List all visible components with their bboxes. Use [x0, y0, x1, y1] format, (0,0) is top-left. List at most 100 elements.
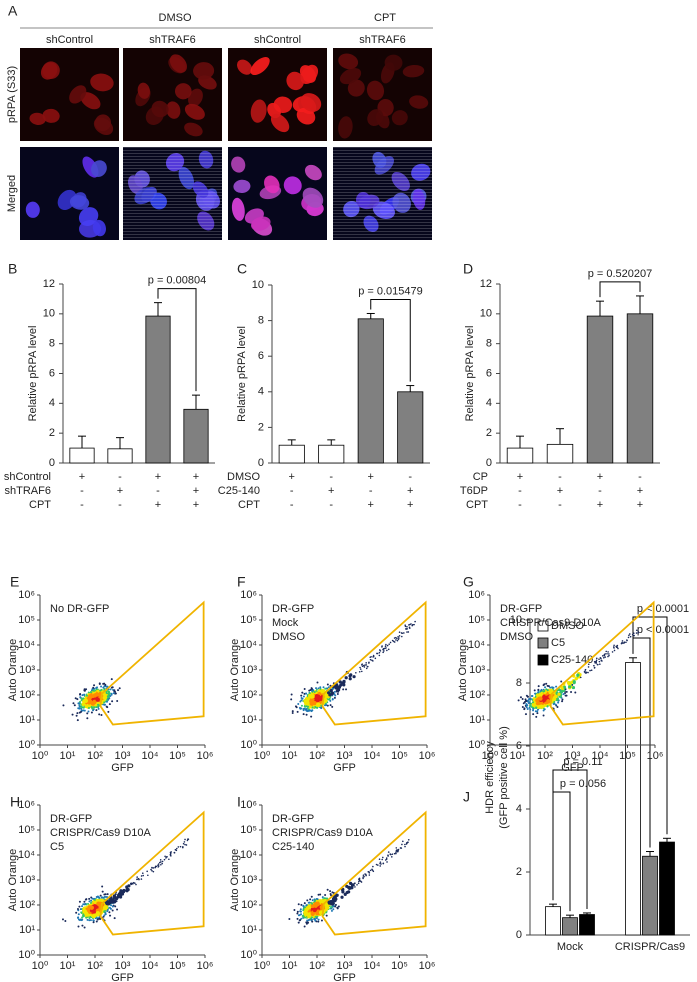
event-dot: [103, 914, 106, 917]
gate: [549, 600, 655, 726]
y-tick-label: 10³: [469, 664, 485, 676]
event-dot: [307, 708, 310, 711]
event-dot: [397, 638, 400, 641]
event-dot: [543, 689, 546, 692]
y-tick-label: 8: [258, 315, 264, 327]
event-dot: [341, 888, 345, 892]
event-dot: [103, 701, 106, 704]
event-dot: [311, 706, 314, 709]
condition-sign: -: [118, 471, 122, 483]
event-dot: [359, 666, 361, 669]
event-dot: [372, 660, 374, 662]
event-dot: [76, 712, 79, 715]
condition-sign: +: [637, 499, 643, 511]
event-dot: [308, 901, 311, 904]
cell: [273, 96, 293, 113]
event-dot: [309, 898, 312, 901]
event-dot: [356, 883, 358, 886]
event-dot: [95, 687, 98, 690]
event-dot: [108, 692, 111, 695]
error-bar: [629, 657, 637, 663]
event-dot: [104, 911, 107, 914]
condition-sign: +: [79, 471, 85, 483]
y-tick-label: 10¹: [241, 924, 257, 936]
condition-sign: +: [289, 471, 295, 483]
cell: [94, 114, 112, 132]
event-dot: [378, 858, 381, 861]
event-dot: [319, 686, 322, 689]
event-dot: [84, 902, 87, 905]
event-dot: [305, 904, 308, 907]
event-dot: [79, 696, 82, 699]
event-dot: [77, 913, 80, 916]
bar: [626, 313, 654, 464]
event-dot: [358, 880, 360, 883]
event-dot: [348, 677, 352, 681]
cell: [304, 164, 322, 181]
cell: [42, 108, 60, 123]
y-tick-label: 10²: [19, 689, 35, 701]
error-bar: [287, 439, 296, 446]
event-dot: [363, 875, 365, 878]
panel-annotation: C25-140: [272, 841, 314, 853]
cell: [338, 53, 359, 70]
event-dot: [160, 863, 162, 866]
event-dot: [561, 698, 564, 701]
event-dot: [329, 704, 332, 707]
event-dot: [406, 625, 408, 628]
event-dot: [379, 861, 382, 863]
event-dot: [91, 913, 97, 919]
event-dot: [360, 670, 363, 673]
event-dot: [111, 686, 114, 689]
event-dot: [136, 878, 138, 881]
event-dot: [310, 715, 313, 718]
event-dot: [313, 691, 316, 694]
event-dot: [80, 710, 83, 713]
event-dot: [102, 695, 107, 701]
x-tick-label: 10⁶: [197, 960, 214, 972]
event-dot: [309, 688, 312, 691]
error-bar: [556, 428, 564, 445]
panel-label: J: [463, 789, 470, 805]
event-dot: [330, 909, 333, 912]
event-dot: [326, 888, 329, 891]
event-dot: [329, 689, 333, 693]
cell: [193, 62, 215, 80]
y-tick-label: 10: [510, 614, 522, 626]
bar: [318, 444, 345, 464]
bar: [545, 906, 561, 936]
condition-label: CP: [473, 471, 488, 483]
panel-annotation: Mock: [272, 617, 299, 629]
event-dot: [165, 857, 167, 859]
event-dot: [407, 631, 410, 633]
bar: [562, 917, 578, 936]
event-dot: [330, 905, 333, 908]
event-dot: [560, 686, 564, 690]
event-dot: [530, 702, 533, 705]
event-dot: [340, 895, 344, 899]
event-dot: [381, 645, 383, 647]
event-dot: [535, 715, 538, 718]
event-dot: [621, 640, 624, 642]
panel-annotation: DR-GFP: [272, 603, 314, 615]
event-dot: [164, 855, 166, 858]
event-dot: [291, 710, 294, 713]
event-dot: [86, 717, 89, 720]
x-axis-label: GFP: [333, 972, 356, 982]
event-dot: [387, 851, 390, 853]
event-dot: [109, 695, 112, 698]
event-dot: [406, 631, 408, 633]
cell: [339, 67, 362, 85]
event-dot: [337, 905, 340, 908]
event-dot: [78, 905, 81, 908]
error-bar: [566, 914, 574, 918]
condition-sign: +: [368, 471, 374, 483]
event-dot: [315, 687, 318, 690]
event-dot: [106, 908, 109, 911]
panel-annotation: DR-GFP: [272, 813, 314, 825]
panel-annotation: DR-GFP: [500, 603, 542, 615]
event-dot: [546, 689, 549, 692]
event-dot: [81, 918, 84, 921]
event-dot: [539, 704, 544, 709]
cell: [188, 88, 203, 107]
